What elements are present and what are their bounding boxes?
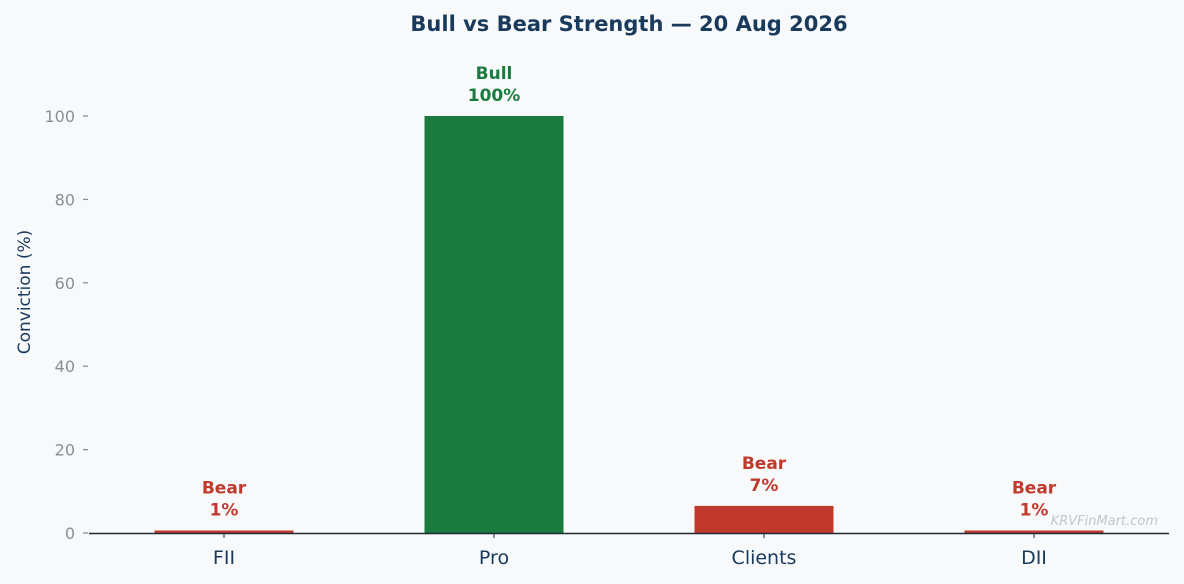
- y-tick-label-80: 80: [55, 190, 75, 209]
- chart-title: Bull vs Bear Strength — 20 Aug 2026: [410, 12, 847, 36]
- sentiment-label-clients: Bear: [742, 454, 787, 474]
- value-label-dii: 1%: [1020, 500, 1049, 520]
- y-tick-label-20: 20: [55, 441, 75, 460]
- value-label-pro: 100%: [468, 86, 521, 106]
- value-label-fii: 1%: [210, 500, 239, 520]
- bar-pro: [424, 116, 564, 533]
- watermark: KRVFinMart.com: [1051, 514, 1158, 529]
- sentiment-label-fii: Bear: [202, 478, 247, 498]
- y-tick-label-100: 100: [44, 107, 75, 126]
- bar-dii: [964, 530, 1104, 533]
- x-tick-label-pro: Pro: [479, 547, 509, 569]
- x-tick-label-clients: Clients: [732, 547, 797, 569]
- bars-layer: [154, 116, 1104, 533]
- y-tick-label-60: 60: [55, 274, 75, 293]
- value-label-clients: 7%: [750, 476, 779, 496]
- bar-fii: [154, 530, 294, 533]
- y-axis-label: Conviction (%): [15, 230, 35, 355]
- sentiment-label-pro: Bull: [476, 64, 513, 84]
- y-tick-label-0: 0: [65, 524, 75, 543]
- sentiment-label-dii: Bear: [1012, 478, 1057, 498]
- y-tick-label-40: 40: [55, 357, 75, 376]
- x-axis: FII Pro Clients DII: [89, 532, 1169, 569]
- x-tick-label-dii: DII: [1021, 547, 1047, 569]
- bar-clients: [694, 505, 834, 533]
- y-axis: 0 20 40 60 80 100: [44, 107, 88, 543]
- x-tick-label-fii: FII: [213, 547, 235, 569]
